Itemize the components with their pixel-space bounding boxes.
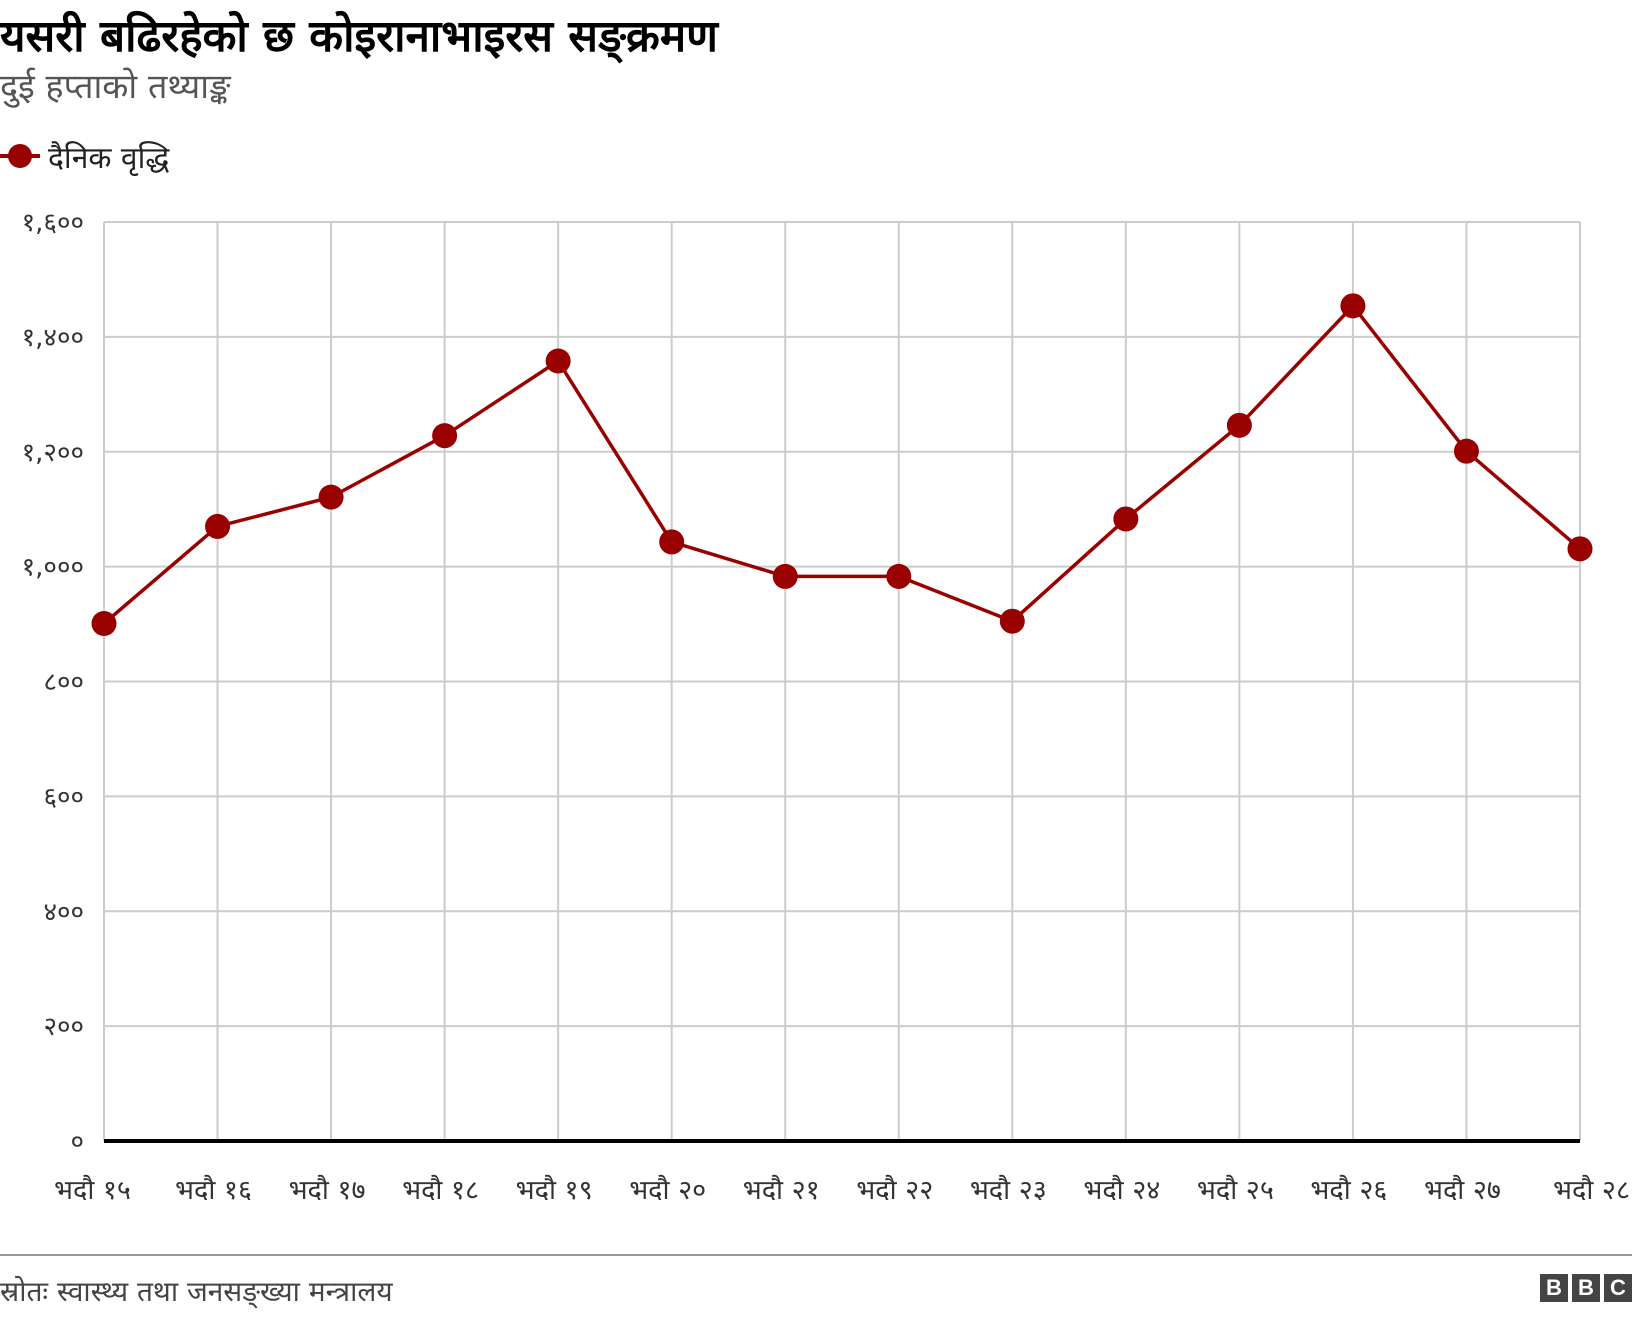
y-tick-label: १,००० [22, 553, 84, 583]
data-point [659, 529, 685, 555]
data-point [205, 513, 231, 539]
data-point [1340, 293, 1366, 319]
y-axis-ticks: ० २०० ४०० ६०० ८०० १,००० १,२०० १,४०० १,६०० [22, 208, 84, 1157]
chart-title: यसरी बढिरहेको छ कोइरानाभाइरस सङ्क्रमण [0, 11, 718, 62]
series-line [102, 304, 1582, 625]
legend-label: दैनिक वृद्धि [48, 140, 170, 176]
data-point [318, 484, 344, 510]
x-tick-label: भदौ १८ [402, 1174, 479, 1200]
y-tick-label: ६०० [43, 782, 84, 812]
data-point [1567, 536, 1593, 562]
x-tick-label: भदौ २४ [1083, 1174, 1160, 1200]
grid [103, 221, 1581, 1143]
x-tick-label: भदौ १५ [54, 1174, 131, 1200]
bbc-logo-letter: B [1572, 1274, 1600, 1302]
data-point [772, 563, 798, 589]
chart-subtitle: दुई हप्ताको तथ्याङ्क [0, 67, 231, 107]
y-tick-label: १,४०० [22, 323, 84, 353]
y-tick-label: ० [70, 1127, 84, 1157]
data-point [91, 610, 117, 636]
data-point [886, 563, 912, 589]
x-tick-label: भदौ २० [629, 1174, 706, 1200]
data-point [999, 608, 1025, 634]
legend: दैनिक वृद्धि [0, 136, 169, 176]
bbc-logo: B B C [1540, 1274, 1632, 1302]
data-point [1113, 506, 1139, 532]
data-point [432, 423, 458, 449]
x-tick-label: भदौ १७ [289, 1174, 366, 1200]
data-point [1226, 412, 1252, 438]
y-tick-label: ८०० [43, 668, 84, 698]
data-point [545, 348, 571, 374]
y-tick-label: १,६०० [22, 208, 84, 238]
series [91, 293, 1593, 636]
x-tick-label: भदौ २६ [1310, 1174, 1387, 1200]
line-chart: ० २०० ४०० ६०० ८०० १,००० १,२०० १,४०० १,६०० भदौ १५… [22, 208, 1630, 1200]
footer-divider [0, 1254, 1632, 1256]
x-tick-label: भदौ २७ [1424, 1174, 1501, 1200]
data-point [1453, 438, 1479, 464]
x-axis-ticks: भदौ १५ भदौ १६ भदौ १७ भदौ १८ भदौ १९ भदौ २० भदौ … [54, 1174, 1630, 1200]
y-tick-label: १,२०० [22, 438, 84, 468]
x-tick-label: भदौ २५ [1197, 1174, 1274, 1200]
legend-marker-icon [0, 136, 40, 176]
x-tick-label: भदौ २३ [970, 1174, 1047, 1200]
x-tick-label: भदौ २८ [1553, 1174, 1630, 1200]
y-tick-label: ४०० [43, 897, 84, 927]
bbc-logo-letter: C [1604, 1274, 1632, 1302]
source-note: स्रोतः स्वास्थ्य तथा जनसङ्ख्या मन्त्रालय [0, 1275, 393, 1308]
bbc-logo-letter: B [1540, 1274, 1568, 1302]
x-tick-label: भदौ २२ [856, 1174, 933, 1200]
x-tick-label: भदौ १६ [175, 1174, 252, 1200]
x-tick-label: भदौ १९ [516, 1174, 593, 1200]
x-tick-label: भदौ २१ [743, 1174, 820, 1200]
y-tick-label: २०० [43, 1012, 84, 1042]
